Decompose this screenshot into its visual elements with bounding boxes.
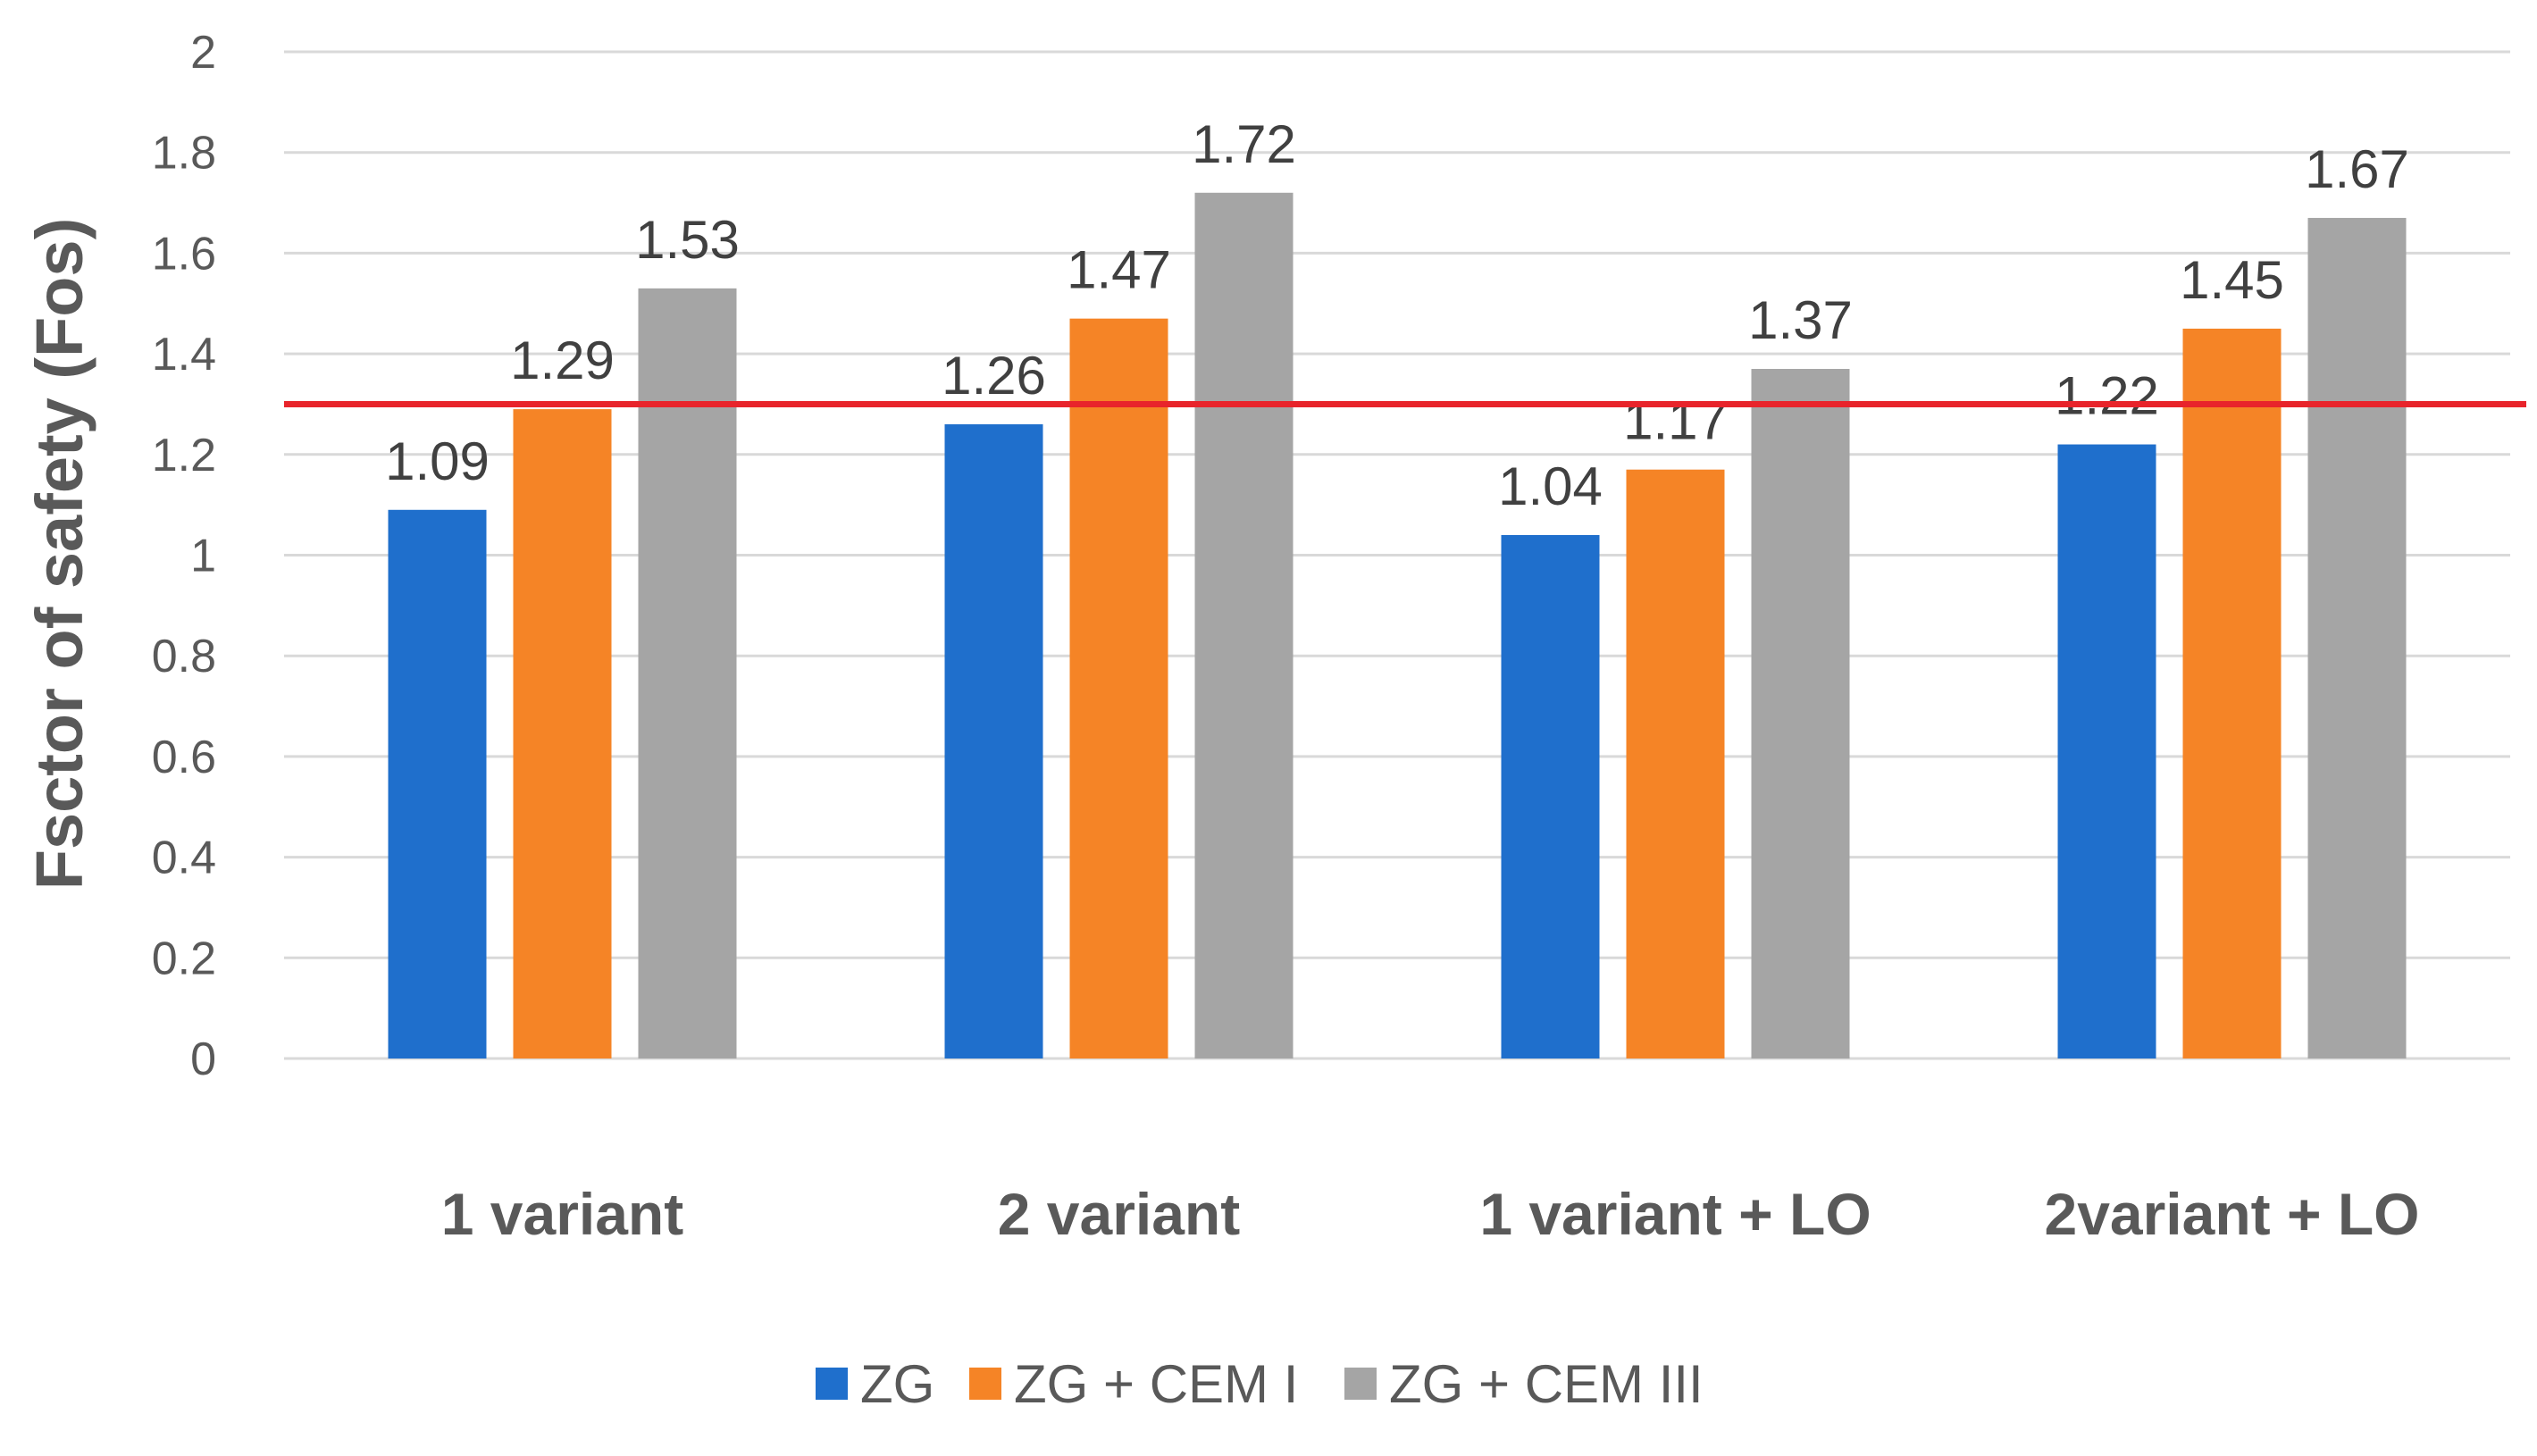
data-label: 1.04	[1498, 456, 1603, 516]
category-label: 2variant + LO	[2044, 1181, 2419, 1247]
bars	[388, 192, 2407, 1059]
bar	[1626, 469, 1725, 1059]
y-tick-label: 1.2	[152, 430, 216, 481]
y-tick-label: 0.4	[152, 833, 216, 884]
legend-label: ZG + CEM III	[1389, 1354, 1704, 1414]
data-label: 1.53	[635, 210, 740, 270]
legend-label: ZG + CEM I	[1014, 1354, 1298, 1414]
bar	[388, 509, 487, 1059]
y-tick-label: 0	[190, 1033, 216, 1085]
y-tick-label: 1	[190, 531, 216, 582]
bar	[1751, 369, 1850, 1059]
category-label: 2 variant	[998, 1181, 1240, 1247]
bar	[944, 423, 1043, 1059]
data-label: 1.17	[1623, 391, 1728, 451]
data-label: 1.45	[2180, 250, 2284, 310]
legend-swatch	[1344, 1368, 1377, 1400]
bar	[638, 288, 737, 1059]
y-axis-ticks: 0 0.2 0.4 0.6 0.8 1 1.2 1.4 1.6 1.8 2	[152, 27, 216, 1085]
y-axis-label: Fsctor of safety (Fos)	[22, 218, 96, 890]
data-label: 1.72	[1192, 114, 1296, 174]
bar	[513, 409, 612, 1059]
data-label: 1.26	[942, 346, 1046, 406]
y-tick-label: 0.2	[152, 933, 216, 984]
data-label: 1.29	[510, 331, 615, 390]
data-label: 1.47	[1067, 240, 1171, 300]
bar	[2307, 217, 2407, 1059]
data-labels: 1.09 1.29 1.53 1.26 1.47 1.72 1.04 1.17 1.37 1.22…	[385, 114, 2409, 516]
data-label: 1.67	[2305, 139, 2409, 199]
y-tick-label: 1.4	[152, 329, 216, 381]
bar	[2182, 328, 2282, 1059]
legend-swatch	[969, 1368, 1001, 1400]
category-label: 1 variant	[441, 1181, 683, 1247]
y-tick-label: 2	[190, 27, 216, 79]
data-label: 1.09	[385, 431, 490, 491]
category-labels: 1 variant 2 variant 1 variant + LO 2variant…	[441, 1181, 2420, 1247]
legend-label: ZG	[860, 1354, 934, 1414]
bar	[2057, 444, 2156, 1059]
data-label: 1.37	[1748, 290, 1853, 350]
y-tick-label: 1.6	[152, 228, 216, 280]
y-tick-label: 0.6	[152, 732, 216, 783]
y-tick-label: 0.8	[152, 631, 216, 682]
y-tick-label: 1.8	[152, 128, 216, 180]
category-label: 1 variant + LO	[1479, 1181, 1871, 1247]
legend: ZG ZG + CEM I ZG + CEM III	[816, 1354, 1704, 1414]
data-label: 1.22	[2055, 366, 2159, 426]
gridlines	[284, 50, 2510, 1060]
legend-swatch	[816, 1368, 848, 1400]
bar	[1501, 534, 1600, 1059]
bar	[1194, 192, 1294, 1059]
bar	[1069, 318, 1168, 1059]
